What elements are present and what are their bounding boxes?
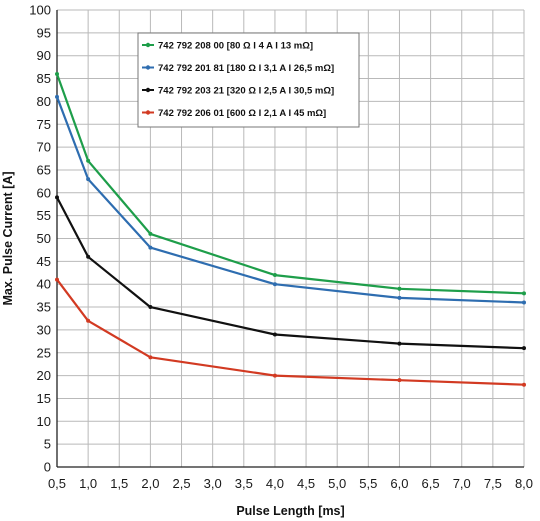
legend-marker <box>145 65 151 70</box>
data-point <box>272 373 277 378</box>
x-tick-label: 3,5 <box>235 476 253 491</box>
y-tick-label: 55 <box>37 208 51 223</box>
y-axis-ticks: 0 5 10 15 20 25 30 35 40 45 50 55 60 65 70 75 80 85 90 95 10… <box>29 3 51 475</box>
data-point <box>148 231 153 236</box>
x-tick-label: 5,5 <box>359 476 377 491</box>
data-point <box>86 318 91 323</box>
y-tick-label: 85 <box>37 71 51 86</box>
data-point <box>397 286 402 291</box>
data-point <box>397 378 402 383</box>
x-tick-label: 8,0 <box>515 476 533 491</box>
series-line-3 <box>56 196 525 350</box>
chart-series-lines <box>55 71 526 387</box>
x-tick-label: 7,5 <box>484 476 502 491</box>
y-tick-label: 70 <box>37 140 51 155</box>
data-point <box>522 300 526 305</box>
data-point <box>148 305 153 310</box>
data-point <box>522 346 526 351</box>
y-tick-label: 0 <box>44 460 51 475</box>
data-point <box>522 382 526 387</box>
y-tick-label: 30 <box>37 322 51 337</box>
y-tick-label: 100 <box>29 3 51 18</box>
x-tick-label: 5,0 <box>328 476 346 491</box>
y-tick-label: 65 <box>37 162 51 177</box>
y-tick-label: 35 <box>37 300 51 315</box>
x-tick-label: 4,0 <box>266 476 284 491</box>
x-axis-ticks: 0,5 1,0 1,5 2,0 2,5 3,0 3,5 4,0 4,5 5,0 5,5 6,0 6,5 7… <box>48 476 533 491</box>
data-point <box>522 291 526 296</box>
data-point <box>86 254 91 259</box>
chart-legend: 742 792 208 00 [80 Ω I 4 A I 13 mΩ] 742 7… <box>137 32 360 128</box>
legend-label: 742 792 208 00 [80 Ω I 4 A I 13 mΩ] <box>158 41 313 52</box>
legend-box <box>137 32 360 128</box>
data-point <box>272 282 277 287</box>
series-line-4 <box>56 278 525 386</box>
y-tick-label: 90 <box>37 48 51 63</box>
y-tick-label: 15 <box>37 391 51 406</box>
data-point <box>397 341 402 346</box>
legend-marker <box>145 42 151 48</box>
series-line-2 <box>55 96 525 304</box>
x-tick-label: 0,5 <box>48 476 66 491</box>
x-tick-label: 4,5 <box>297 476 315 491</box>
x-tick-label: 7,0 <box>453 476 471 491</box>
data-point <box>55 94 59 99</box>
x-tick-label: 2,0 <box>141 476 159 491</box>
y-tick-label: 95 <box>37 25 51 40</box>
data-point <box>148 245 153 250</box>
series-line-1 <box>55 73 525 295</box>
x-tick-label: 2,5 <box>172 476 190 491</box>
y-tick-label: 45 <box>37 254 51 269</box>
x-tick-label: 6,5 <box>422 476 440 491</box>
legend-label: 742 792 206 01 [600 Ω I 2,1 A I 45 mΩ] <box>158 108 326 119</box>
y-tick-label: 80 <box>37 94 51 109</box>
data-point <box>86 158 91 163</box>
legend-label: 742 792 203 21 [320 Ω I 2,5 A I 30,5 mΩ] <box>158 86 334 97</box>
data-point <box>86 177 91 182</box>
x-tick-label: 1,0 <box>79 476 97 491</box>
y-tick-label: 10 <box>37 414 51 429</box>
legend-marker <box>145 110 151 115</box>
data-point <box>55 71 59 76</box>
legend-marker <box>145 87 151 93</box>
x-axis-title: Pulse Length [ms] <box>236 504 344 518</box>
data-point <box>272 332 277 337</box>
x-tick-label: 1,5 <box>110 476 128 491</box>
x-tick-label: 6,0 <box>390 476 408 491</box>
y-tick-label: 20 <box>37 368 51 383</box>
y-tick-label: 25 <box>37 345 51 360</box>
data-point <box>272 273 277 278</box>
legend-label: 742 792 201 81 [180 Ω I 3,1 A I 26,5 mΩ] <box>158 63 334 74</box>
y-tick-label: 50 <box>37 231 51 246</box>
x-tick-label: 3,0 <box>204 476 222 491</box>
y-tick-label: 5 <box>44 437 51 452</box>
data-point <box>397 295 402 300</box>
data-point <box>148 355 153 360</box>
y-tick-label: 40 <box>37 277 51 292</box>
y-tick-label: 75 <box>37 117 51 132</box>
data-point <box>55 277 59 282</box>
y-axis-title: Max. Pulse Current [A] <box>1 171 15 305</box>
y-tick-label: 60 <box>37 185 51 200</box>
data-point <box>55 195 59 200</box>
